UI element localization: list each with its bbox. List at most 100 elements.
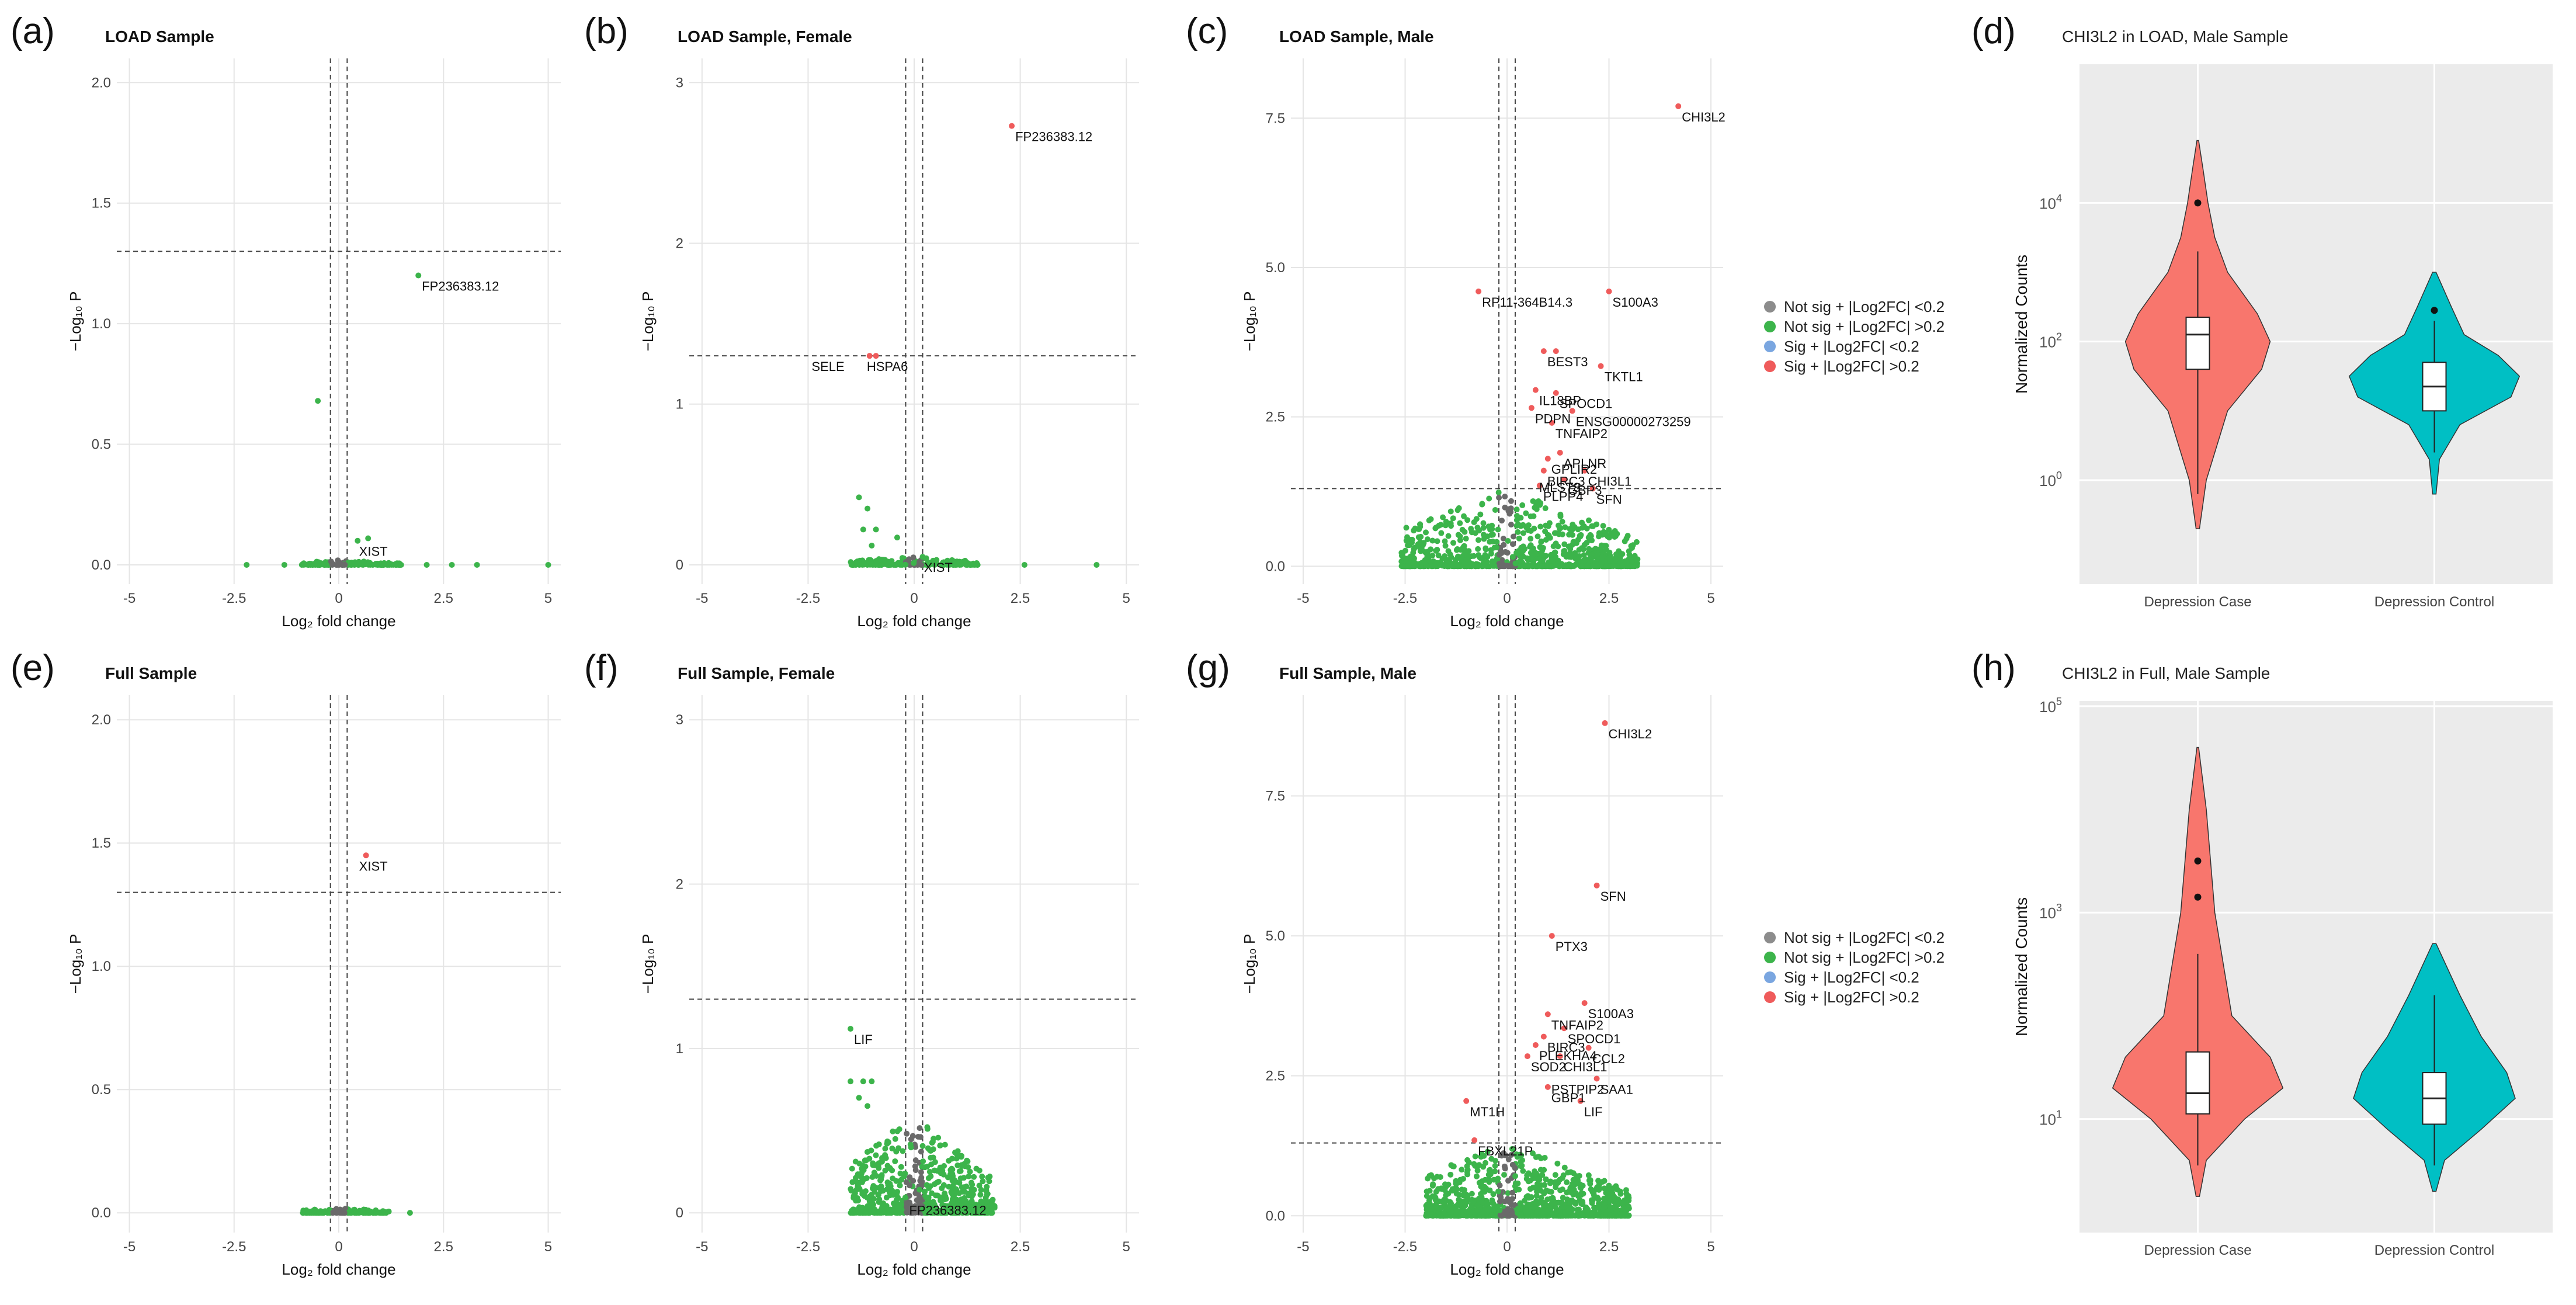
- data-point: [894, 561, 900, 568]
- panel-letter-g: (g): [1186, 648, 1230, 688]
- data-point: [893, 1178, 900, 1184]
- data-point: [983, 1195, 989, 1201]
- data-point: [943, 1209, 949, 1216]
- data-point: [919, 1143, 926, 1149]
- data-point: [869, 1174, 876, 1180]
- data-point: [1456, 505, 1462, 511]
- data-point: [1556, 563, 1563, 569]
- data-point: [950, 1210, 956, 1216]
- data-point: [1459, 1186, 1465, 1193]
- data-point: [912, 1144, 919, 1150]
- data-point: [1471, 1137, 1478, 1143]
- data-point: [959, 1184, 965, 1191]
- data-point: [1519, 549, 1525, 555]
- data-point: [1476, 1162, 1483, 1168]
- data-point: [1602, 530, 1609, 537]
- panel-letter-b: (b): [584, 11, 629, 51]
- data-point: [897, 1170, 904, 1176]
- data-point: [887, 560, 893, 566]
- data-point: [1567, 551, 1573, 557]
- legend-label: Not sig + |Log2FC| <0.2: [1784, 297, 1945, 315]
- x-tick-label: Depression Control: [2374, 1242, 2494, 1258]
- volcano-plot-load-female: LOAD Sample, Female FP236383.12 SELE HSPA6 X…: [639, 27, 1139, 630]
- data-point: [848, 1078, 854, 1085]
- chart-title: Full Sample: [105, 664, 197, 682]
- data-point: [1545, 523, 1551, 529]
- data-point: [1415, 541, 1421, 547]
- data-point: [1532, 563, 1539, 570]
- data-point: [1506, 1199, 1513, 1205]
- gene-label: XIST: [924, 560, 953, 575]
- data-point: [866, 353, 873, 359]
- data-point: [1586, 517, 1592, 523]
- data-point: [1454, 553, 1461, 560]
- data-point: [1538, 1182, 1544, 1188]
- data-point: [1437, 1174, 1443, 1180]
- data-point: [860, 526, 866, 533]
- data-point: [1508, 522, 1514, 528]
- gene-label: CHI3L2: [1682, 110, 1726, 124]
- data-point: [926, 1168, 933, 1175]
- data-point: [1541, 1167, 1547, 1173]
- legend-label: Sig + |Log2FC| <0.2: [1784, 968, 1919, 986]
- data-point: [1575, 1206, 1582, 1213]
- data-point: [1507, 563, 1513, 570]
- data-point: [1447, 1202, 1454, 1209]
- data-point: [1435, 562, 1442, 568]
- legend-swatch: [1764, 321, 1776, 332]
- x-tick-label: 0: [335, 591, 342, 606]
- x-tick-label: 0: [910, 591, 918, 606]
- x-tick-label: 2.5: [1011, 591, 1030, 606]
- data-point: [1570, 1212, 1577, 1219]
- gene-label: BIRC3: [1547, 1040, 1585, 1055]
- data-point: [1563, 1213, 1569, 1219]
- data-point: [1009, 123, 1015, 129]
- data-point: [919, 554, 926, 560]
- x-tick-label: 5: [1123, 591, 1130, 606]
- data-point: [360, 1209, 366, 1216]
- x-tick-label: -2.5: [222, 591, 246, 606]
- box: [2185, 1051, 2210, 1115]
- x-tick-label: -2.5: [222, 1239, 246, 1255]
- data-point: [1527, 536, 1534, 542]
- data-point: [961, 1189, 968, 1195]
- y-axis-label: −Log₁₀ P: [67, 291, 84, 352]
- data-point: [1622, 1212, 1629, 1219]
- gene-label: FP236383.12: [422, 279, 499, 294]
- data-point: [892, 1136, 898, 1142]
- data-point: [300, 1209, 307, 1216]
- data-point: [935, 1209, 942, 1216]
- data-point: [1573, 1181, 1579, 1187]
- data-point: [1479, 1213, 1485, 1219]
- data-point: [1533, 1193, 1540, 1199]
- data-point: [942, 1141, 948, 1148]
- x-tick-label: 0: [1503, 591, 1511, 606]
- data-point: [1464, 1167, 1471, 1173]
- data-point: [946, 1158, 952, 1164]
- data-point: [922, 1164, 928, 1171]
- data-point: [952, 1201, 959, 1207]
- data-point: [1535, 498, 1542, 505]
- data-point: [892, 1158, 898, 1164]
- data-point: [958, 561, 964, 568]
- data-point: [1520, 522, 1526, 528]
- data-point: [1512, 560, 1519, 567]
- data-point: [1509, 554, 1516, 560]
- data-point: [977, 1192, 984, 1198]
- chart-title: Full Sample, Female: [678, 664, 835, 682]
- data-point: [1454, 563, 1460, 570]
- data-point: [1548, 1189, 1554, 1195]
- data-point: [1603, 563, 1610, 570]
- y-tick-label: 104: [2039, 192, 2062, 212]
- data-point: [858, 1205, 865, 1212]
- data-point: [865, 505, 871, 512]
- data-point: [386, 561, 393, 568]
- data-point: [1471, 519, 1477, 525]
- legend-item: Not sig + |Log2FC| >0.2: [1764, 317, 1945, 336]
- data-point: [373, 1209, 380, 1216]
- y-tick-label: 0.0: [1266, 1208, 1285, 1224]
- data-point: [1508, 498, 1514, 504]
- y-tick-label: 101: [2039, 1109, 2062, 1129]
- data-point: [1481, 1153, 1487, 1159]
- data-point: [1557, 1053, 1563, 1060]
